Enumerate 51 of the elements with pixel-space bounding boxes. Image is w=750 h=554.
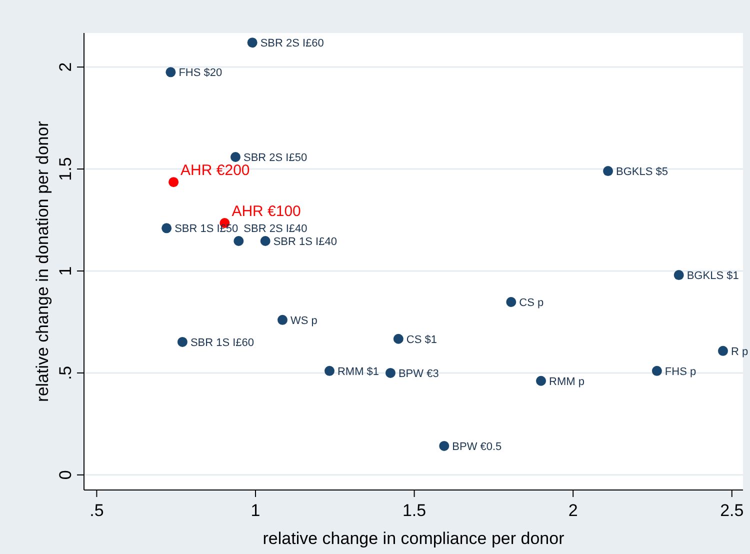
annotation: SBR 1S I£50	[174, 223, 238, 236]
annotation: RMM p	[549, 376, 584, 388]
point	[536, 376, 546, 386]
annotation: BGKLS $1	[686, 270, 739, 282]
y-tick-label: .5	[56, 366, 75, 380]
point	[439, 440, 450, 451]
x-tick-label: 2	[568, 501, 578, 520]
annotation: BGKLS $5	[616, 166, 668, 178]
point	[674, 270, 684, 280]
annotation: AHR €100	[232, 203, 301, 220]
annotation: SBR 2S I£40	[244, 223, 308, 236]
point	[603, 166, 614, 176]
point	[162, 223, 172, 234]
annotation: BPW €0.5	[452, 440, 502, 453]
x-tick-label: .5	[90, 501, 104, 520]
point	[234, 236, 244, 246]
y-tick-label: 2	[56, 62, 75, 72]
annotation: AHR €200	[180, 162, 250, 180]
annotation: SBR 1S I£40	[273, 236, 337, 248]
annotation: SBR 1S I£60	[190, 336, 254, 349]
point	[324, 366, 334, 376]
point	[393, 334, 404, 344]
point	[166, 67, 176, 78]
annotation: CS p	[519, 296, 544, 309]
annotation: FHS p	[664, 366, 696, 378]
annotation: RMM $1	[337, 366, 380, 378]
annotation: CS $1	[406, 334, 437, 346]
annotation: SBR 2S I£60	[260, 38, 324, 50]
point	[168, 177, 179, 188]
x-tick-label: 2.5	[720, 501, 744, 520]
point	[177, 336, 188, 347]
annotation: R p	[730, 346, 748, 358]
x-axis-title: relative change in compliance per donor	[262, 529, 565, 548]
point	[385, 368, 396, 378]
y-tick-label: 1.5	[56, 157, 75, 181]
annotation: SBR 2S I£50	[243, 152, 308, 164]
annotation: WS p	[290, 314, 318, 327]
point	[652, 366, 662, 376]
point	[277, 314, 288, 325]
point	[260, 236, 270, 246]
y-axis-title: relative change in donation per donor	[33, 120, 52, 402]
point	[230, 152, 240, 162]
point	[247, 38, 258, 48]
y-tick-label: 0	[56, 470, 75, 480]
annotation: BPW €3	[398, 368, 439, 380]
point	[506, 296, 516, 307]
point	[718, 346, 728, 356]
x-tick-label: 1	[250, 501, 260, 520]
annotation: FHS $20	[178, 67, 222, 80]
y-tick-label: 1	[56, 266, 75, 276]
x-tick-label: 1.5	[402, 501, 426, 520]
